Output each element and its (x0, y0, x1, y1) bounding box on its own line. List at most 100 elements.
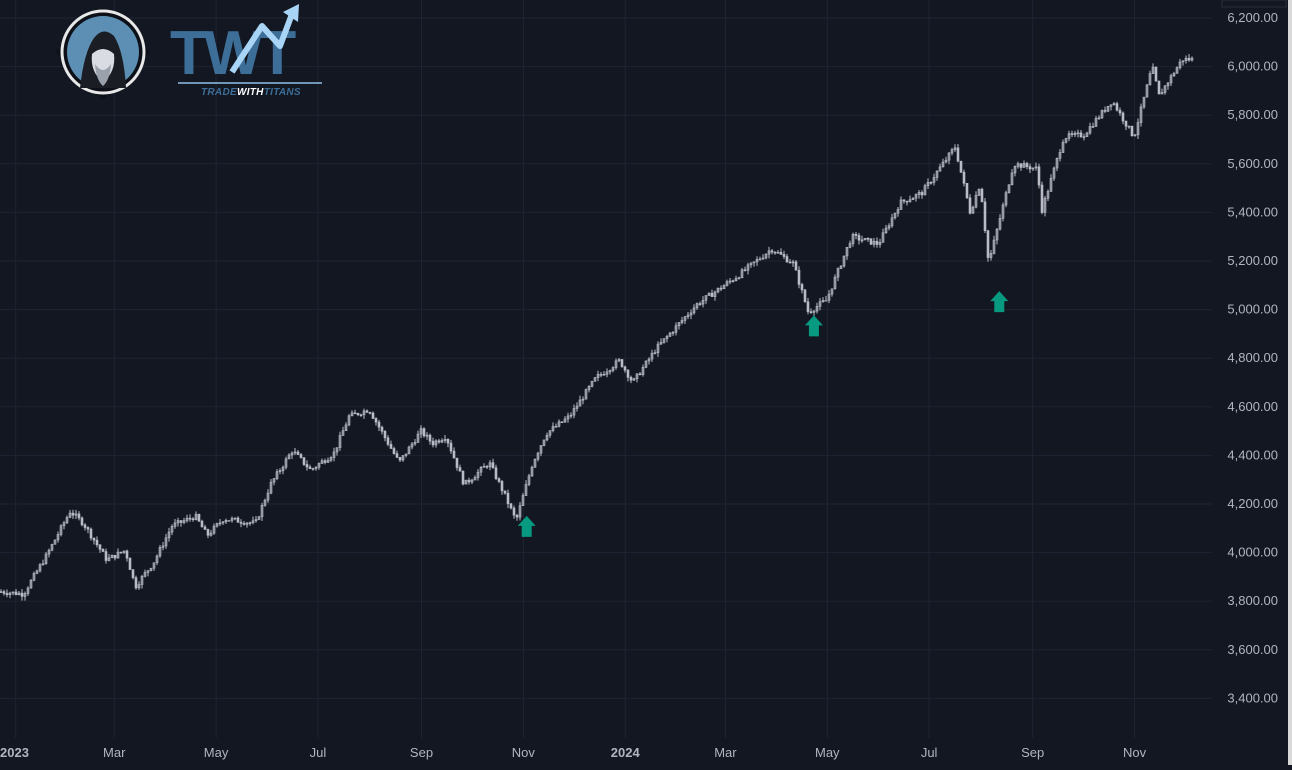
candle-body (767, 250, 771, 255)
candle-body (458, 467, 462, 472)
candle-body (1085, 132, 1089, 137)
candle-body (32, 573, 36, 581)
time-tick-label: Nov (1123, 745, 1147, 760)
candle-body (1046, 191, 1050, 199)
candle-body (812, 310, 816, 313)
candle-body (68, 512, 72, 518)
candle-body (860, 239, 864, 242)
candle-body (230, 518, 234, 521)
candle-body (434, 440, 438, 446)
candle-body (842, 255, 846, 267)
candle-body (668, 332, 672, 337)
candle-body (185, 517, 189, 521)
candle-body (236, 517, 240, 523)
candle-body (398, 456, 402, 461)
price-tick-label: 3,400.00 (1227, 690, 1278, 705)
candle-body (227, 520, 231, 522)
candle-body (779, 251, 783, 255)
candle-body (197, 514, 201, 522)
candle-body (680, 320, 684, 323)
candles (0, 54, 1194, 601)
candle-body (863, 237, 867, 241)
candle-body (128, 557, 132, 570)
candle-body (830, 288, 834, 295)
price-tick-label: 5,600.00 (1227, 156, 1278, 171)
candle-body (962, 171, 966, 184)
candle-body (113, 554, 117, 559)
candle-body (1130, 125, 1134, 137)
candle-body (818, 301, 822, 307)
candle-body (50, 544, 54, 551)
candle-body (611, 367, 615, 371)
candle-body (440, 440, 444, 443)
candle-body (35, 570, 39, 574)
candle-body (1034, 166, 1038, 169)
candle-body (545, 434, 549, 441)
candle-body (209, 532, 213, 536)
candle-body (806, 301, 810, 312)
candle-body (572, 408, 576, 416)
candle-body (233, 517, 237, 520)
candle-body (527, 475, 531, 485)
candle-body (788, 261, 792, 264)
candle-body (824, 299, 828, 302)
price-tick-label: 4,200.00 (1227, 496, 1278, 511)
candle-body (422, 428, 426, 437)
candle-body (989, 253, 993, 258)
candle-body (1154, 66, 1158, 82)
candle-body (176, 520, 180, 524)
candle-body (1010, 172, 1014, 186)
candle-body (536, 452, 540, 460)
candle-body (902, 199, 906, 202)
candle-body (698, 303, 702, 305)
candle-body (1145, 84, 1149, 98)
candle-body (689, 312, 693, 316)
candle-body (995, 228, 999, 241)
candle-body (548, 430, 552, 436)
candle-body (1181, 60, 1185, 63)
time-tick-label: Sep (410, 745, 433, 760)
candle-body (374, 418, 378, 423)
candle-body (1088, 126, 1092, 134)
candle-body (1031, 167, 1035, 170)
candle-body (722, 285, 726, 290)
candle-body (77, 513, 81, 519)
price-axis[interactable]: 6,200.00 6,000.00 5,800.00 5,600.00 5,400.00… (1221, 0, 1287, 705)
candle-body (581, 398, 585, 401)
candle-body (848, 243, 852, 248)
candle-body (23, 593, 27, 597)
candle-body (512, 507, 516, 516)
candle-body (350, 412, 354, 417)
candle-body (449, 442, 453, 452)
candle-body (266, 492, 270, 501)
candle-body (707, 292, 711, 296)
candle-body (53, 539, 57, 545)
candle-body (431, 440, 435, 446)
candle-body (533, 458, 537, 468)
candle-body (323, 460, 327, 463)
candle-body (269, 481, 273, 494)
candle-body (302, 457, 306, 465)
candle-body (1001, 204, 1005, 219)
candle-body (509, 503, 513, 509)
candle-body (1049, 177, 1053, 192)
candle-body (137, 584, 141, 589)
time-axis[interactable]: 2023 Mar May Jul Sep Nov 2024 Mar May Jul Sep Nov (0, 745, 1147, 760)
time-tick-label: Jul (310, 745, 327, 760)
candle-body (1103, 110, 1107, 112)
candle-body (1091, 126, 1095, 128)
candle-body (563, 418, 567, 423)
candle-body (791, 261, 795, 264)
price-tick-label: 5,000.00 (1227, 302, 1278, 317)
candle-body (998, 217, 1002, 230)
price-axis-handle[interactable] (1221, 0, 1287, 8)
candle-body (899, 199, 903, 210)
candle-body (1040, 184, 1044, 213)
price-tick-label: 4,400.00 (1227, 447, 1278, 462)
candle-body (782, 254, 786, 257)
candle-body (566, 415, 570, 420)
candle-body (404, 453, 408, 456)
